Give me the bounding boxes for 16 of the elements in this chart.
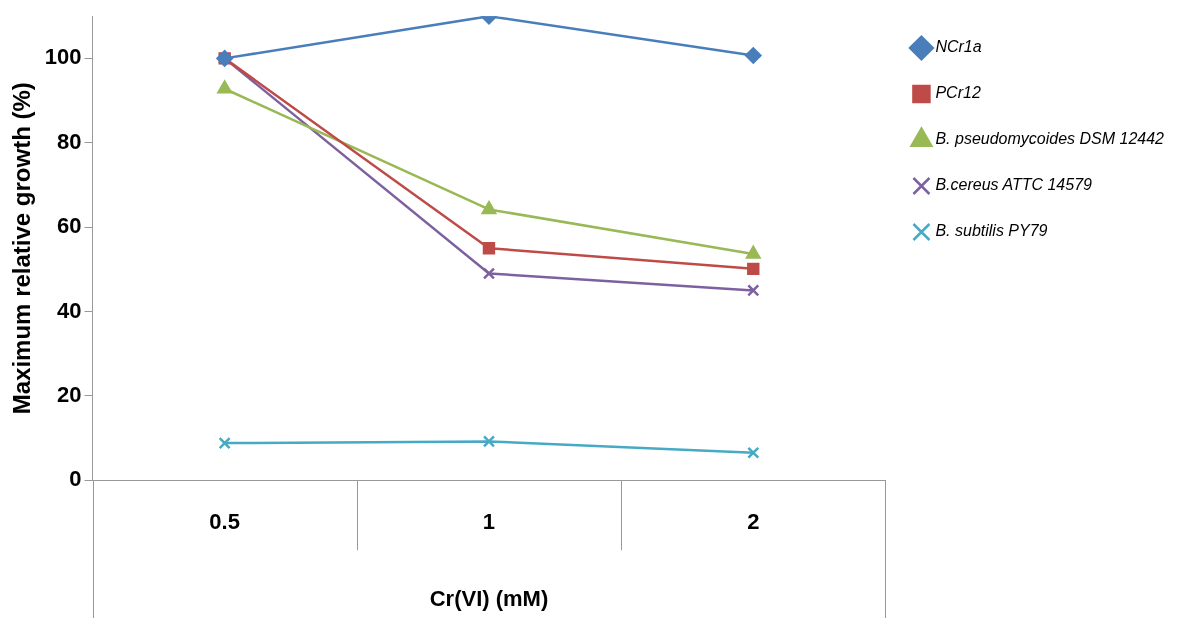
x-tick-label: 1 <box>482 509 496 535</box>
y-tick-label: 60 <box>57 213 82 239</box>
y-tick-label: 80 <box>57 128 82 154</box>
y-tick-label: 0 <box>69 466 82 492</box>
y-tick-label: 40 <box>57 297 82 323</box>
x-tick-label: 2 <box>747 509 760 535</box>
x-axis-title: Cr(VI) (mM) <box>429 585 549 611</box>
legend-label: B. subtilis PY79 <box>935 222 1048 240</box>
legend-label: NCr1a <box>935 38 982 56</box>
legend-label: PCr12 <box>935 84 981 102</box>
x-tick-label: 0.5 <box>209 509 240 535</box>
y-tick-label: 100 <box>44 44 82 70</box>
legend-label: B.cereus ATTC 14579 <box>935 176 1093 194</box>
legend-label: B. pseudomycoides DSM 12442 <box>935 130 1165 148</box>
y-tick-label: 20 <box>57 381 82 407</box>
y-axis-title: Maximum relative growth (%) <box>8 82 36 415</box>
